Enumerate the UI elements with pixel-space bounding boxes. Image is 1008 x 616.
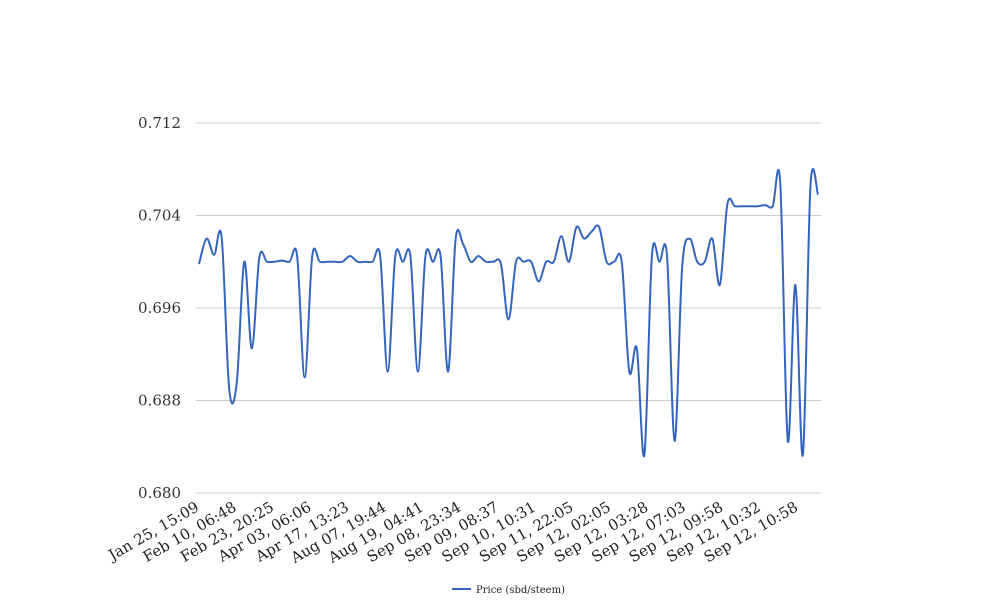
y-tick-label: 0.696 [138, 299, 181, 317]
series-lines [198, 167, 819, 458]
y-tick-label: 0.688 [138, 392, 181, 410]
series-line [198, 167, 819, 458]
y-axis-tick-labels: 0.680 0.688 0.696 0.704 0.712 [138, 114, 181, 502]
y-tick-label: 0.704 [138, 207, 181, 225]
y-tick-label: 0.680 [138, 484, 181, 502]
grid-lines [196, 122, 821, 494]
legend: Price (sbd/steem) [452, 585, 565, 596]
legend-label: Price (sbd/steem) [476, 585, 565, 596]
y-tick-label: 0.712 [138, 114, 181, 132]
